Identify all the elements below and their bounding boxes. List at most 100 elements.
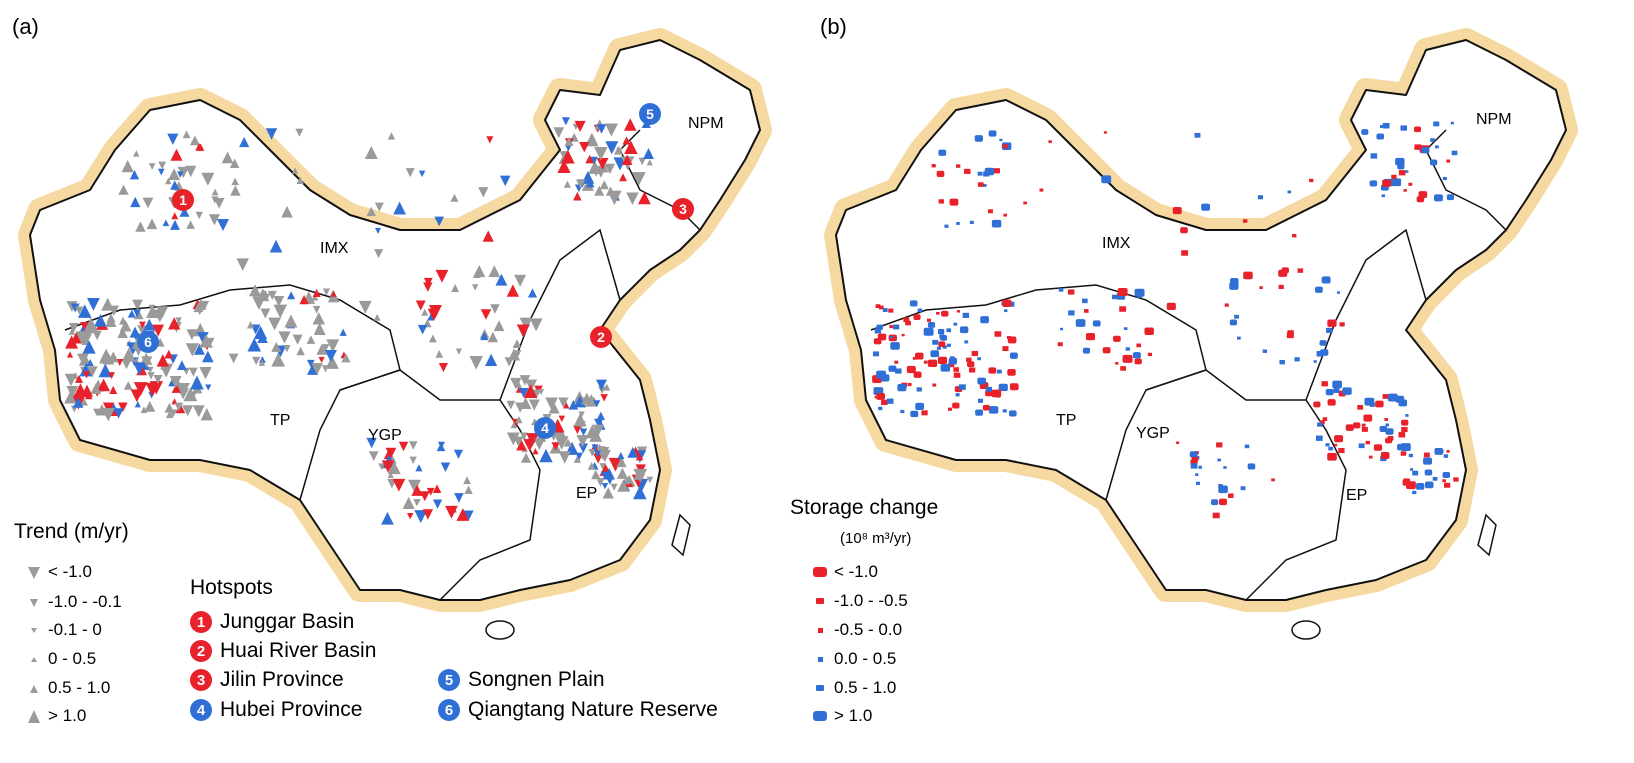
station-marker (553, 127, 565, 139)
station-marker (321, 344, 330, 352)
station-marker (617, 451, 625, 460)
station-marker (456, 508, 470, 521)
station-marker (423, 277, 433, 287)
storage-marker (938, 199, 944, 204)
station-marker (306, 363, 319, 375)
storage-marker (1325, 443, 1330, 447)
station-marker (626, 192, 639, 205)
storage-marker (1405, 414, 1409, 417)
storage-marker (946, 343, 951, 347)
station-marker (358, 300, 372, 314)
station-marker (170, 219, 181, 230)
station-marker (559, 151, 568, 160)
station-marker (157, 168, 165, 176)
triangle-down-large-icon (20, 564, 48, 580)
storage-marker (872, 351, 880, 357)
storage-marker (932, 339, 939, 345)
storage-marker (1339, 322, 1345, 327)
station-marker (374, 227, 382, 234)
triangle-up-large-icon (20, 708, 48, 724)
station-marker (98, 363, 113, 378)
storage-marker (1134, 358, 1142, 365)
square-medium-blue-icon (806, 680, 834, 696)
storage-marker (996, 369, 1002, 374)
hotspot-item: 5 Songnen Plain (438, 668, 605, 692)
storage-marker (948, 362, 955, 368)
station-marker (175, 383, 190, 397)
panel-b-label: (b) (820, 14, 847, 39)
station-marker (469, 355, 483, 370)
station-marker (156, 354, 170, 367)
storage-marker (1442, 472, 1451, 478)
storage-marker (942, 345, 947, 349)
storage-marker (1370, 153, 1378, 159)
station-marker (149, 381, 164, 395)
storage-marker (1287, 190, 1292, 194)
storage-marker (913, 314, 921, 320)
storage-marker (1119, 306, 1127, 312)
station-marker (646, 159, 653, 166)
storage-marker (1102, 347, 1111, 354)
station-marker (78, 304, 92, 318)
station-marker (561, 117, 570, 126)
storage-marker (1361, 426, 1368, 432)
station-marker (588, 160, 602, 174)
storage-marker (1224, 303, 1229, 307)
storage-marker (927, 322, 936, 328)
storage-marker (1180, 227, 1188, 234)
station-marker (252, 356, 261, 366)
station-marker (455, 348, 462, 355)
storage-marker (988, 367, 997, 374)
storage-marker (888, 365, 897, 372)
station-marker (257, 332, 268, 344)
storage-marker (1004, 309, 1008, 313)
storage-legend-row: > 1.0 (806, 706, 872, 726)
storage-marker (1413, 126, 1422, 133)
triangle-down-medium-icon (20, 594, 48, 610)
station-marker (451, 284, 460, 292)
storage-marker (1423, 457, 1433, 465)
square-medium-red-icon (806, 593, 834, 609)
storage-marker (1358, 443, 1365, 449)
storage-marker (1120, 366, 1126, 371)
station-marker (532, 448, 539, 455)
storage-marker (1398, 399, 1408, 407)
hotspot-name: Huai River Basin (220, 639, 377, 662)
hotspot-marker: 1 (172, 189, 194, 211)
station-marker (574, 120, 586, 132)
panel-a-label: (a) (12, 14, 39, 39)
storage-marker (930, 350, 940, 358)
station-marker (515, 350, 522, 357)
trend-legend-label: -0.1 - 0 (48, 620, 102, 639)
storage-marker (1218, 498, 1228, 506)
storage-marker (1007, 336, 1017, 344)
station-marker (146, 218, 158, 230)
station-marker (158, 161, 167, 170)
station-marker (506, 432, 520, 446)
storage-marker (936, 311, 940, 315)
storage-marker (1342, 387, 1352, 395)
station-marker (64, 391, 77, 404)
station-marker (563, 180, 571, 188)
station-marker (633, 468, 648, 483)
station-marker (312, 312, 325, 325)
station-marker (515, 381, 523, 388)
trend-legend-row: > 1.0 (20, 706, 86, 726)
station-marker (378, 463, 386, 471)
storage-marker (982, 404, 990, 411)
station-marker (278, 331, 291, 344)
storage-marker (1424, 469, 1433, 476)
station-marker (273, 304, 288, 319)
storage-marker (1442, 479, 1446, 483)
station-marker (325, 355, 339, 369)
storage-marker (1176, 441, 1180, 445)
station-marker (246, 321, 255, 329)
storage-marker (1123, 327, 1128, 330)
storage-marker (1315, 286, 1323, 293)
storage-marker (977, 171, 983, 176)
storage-marker (1297, 268, 1304, 273)
storage-marker (1315, 435, 1323, 441)
station-marker (75, 306, 84, 315)
storage-marker (948, 357, 958, 365)
station-marker (90, 383, 102, 394)
